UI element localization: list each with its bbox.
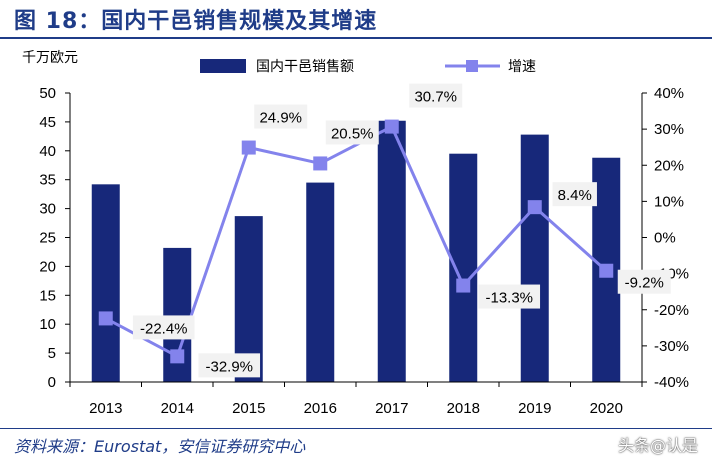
growth-label-2019: 8.4% [558, 187, 592, 204]
x-tick-label-2015: 2015 [232, 400, 265, 417]
left-tick-label-30: 30 [39, 201, 56, 218]
right-tick-label-10%: 10% [654, 193, 684, 210]
watermark: 头条@认是 [617, 436, 698, 455]
left-tick-label-15: 15 [39, 287, 56, 304]
bar-2018 [449, 153, 478, 382]
x-tick-label-2017: 2017 [375, 400, 408, 417]
growth-label-2014: -32.9% [205, 358, 253, 375]
growth-label-box-2015 [254, 104, 308, 129]
bar-2013 [91, 184, 120, 382]
footer-divider [0, 428, 712, 429]
right-tick-label--20%: -20% [654, 302, 689, 319]
left-tick-label-10: 10 [39, 316, 56, 333]
growth-label-2017: 30.7% [414, 89, 457, 106]
right-tick-label-0%: 0% [654, 230, 676, 247]
growth-label-box-2013 [132, 315, 195, 340]
right-tick-label--30%: -30% [654, 338, 689, 355]
left-tick-label-35: 35 [39, 172, 56, 189]
growth-marker-2018 [456, 278, 471, 293]
y-axis-unit-label: 千万欧元 [22, 49, 78, 65]
right-tick-label-30%: 30% [654, 121, 684, 138]
growth-marker-2014 [170, 349, 185, 364]
left-tick-label-50: 50 [39, 85, 56, 102]
x-tick-label-2014: 2014 [161, 400, 194, 417]
source-note: 资料来源：Eurostat，安信证券研究中心 [14, 437, 306, 456]
growth-marker-2020 [599, 263, 614, 278]
legend-bar-label: 国内干邑销售额 [256, 58, 354, 74]
bar-2016 [306, 182, 335, 382]
bar-2017 [377, 120, 406, 382]
x-tick-label-2013: 2013 [89, 400, 122, 417]
growth-label-box-2014 [198, 353, 261, 378]
right-tick-label-40%: 40% [654, 85, 684, 102]
bar-2019 [520, 134, 549, 382]
growth-label-2016: 20.5% [331, 125, 374, 142]
left-tick-label-45: 45 [39, 114, 56, 131]
growth-label-2013: -22.4% [140, 320, 188, 337]
legend-bar-swatch [200, 59, 246, 73]
growth-label-box-2016 [325, 120, 379, 145]
x-tick-label-2018: 2018 [447, 400, 480, 417]
x-tick-label-2020: 2020 [590, 400, 623, 417]
left-tick-label-20: 20 [39, 258, 56, 275]
growth-label-2020: -9.2% [625, 275, 664, 292]
growth-marker-2017 [384, 119, 399, 134]
left-tick-label-40: 40 [39, 143, 56, 160]
growth-label-2018: -13.3% [485, 290, 533, 307]
left-tick-label-25: 25 [39, 230, 56, 247]
growth-label-2015: 24.9% [259, 110, 302, 127]
right-tick-label-20%: 20% [654, 157, 684, 174]
title-bar: 图 18：国内干邑销售规模及其增速 [0, 0, 712, 36]
x-tick-label-2016: 2016 [304, 400, 337, 417]
growth-marker-2016 [313, 156, 328, 171]
growth-label-box-2018 [478, 284, 541, 309]
growth-marker-2015 [241, 140, 256, 155]
left-tick-label-0: 0 [48, 374, 56, 391]
title-divider [0, 37, 712, 39]
page-title: 图 18：国内干邑销售规模及其增速 [14, 9, 378, 34]
growth-label-box-2019 [552, 182, 597, 207]
legend-line-label: 增速 [508, 58, 536, 74]
growth-label-box-2017 [409, 83, 463, 108]
growth-marker-2019 [527, 200, 542, 215]
growth-label-box-2020 [617, 269, 671, 294]
left-tick-label-5: 5 [48, 345, 56, 362]
right-tick-label--40%: -40% [654, 374, 689, 391]
x-tick-label-2019: 2019 [518, 400, 551, 417]
legend-line-marker [466, 60, 478, 72]
growth-marker-2013 [98, 311, 113, 326]
chart-area: 千万欧元国内干邑销售额 增速 0 5 10 15 20 25 30 35 40 45 50 -40% -30… [0, 40, 712, 425]
